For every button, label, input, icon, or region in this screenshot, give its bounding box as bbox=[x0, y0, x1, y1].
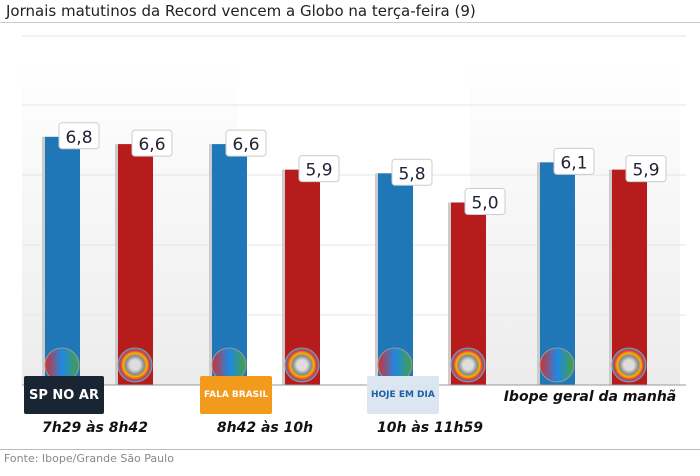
category-label: 8h42 às 10h bbox=[216, 420, 314, 436]
divider bbox=[0, 449, 700, 450]
source-note: Fonte: Ibope/Grande São Paulo bbox=[4, 452, 174, 465]
value-label: 6,6 bbox=[232, 135, 259, 155]
bar-shadow bbox=[115, 144, 118, 385]
bar-shadow bbox=[537, 162, 540, 385]
record-logo bbox=[539, 347, 575, 383]
value-label-box bbox=[225, 129, 267, 157]
category-label: 7h29 às 8h42 bbox=[42, 420, 148, 436]
globo-logo bbox=[117, 347, 153, 383]
bar bbox=[118, 144, 153, 385]
sp-no-ar-logo: SP NO AR bbox=[24, 376, 104, 414]
divider bbox=[0, 22, 700, 23]
value-label-box bbox=[58, 122, 100, 150]
globo-logo bbox=[611, 347, 647, 383]
value-label: 6,6 bbox=[138, 135, 165, 155]
value-label: 5,9 bbox=[305, 161, 332, 181]
category-label: 10h às 11h59 bbox=[377, 420, 483, 436]
bar-shadow bbox=[375, 173, 378, 385]
bar-shadow bbox=[282, 169, 285, 385]
value-label: 6,8 bbox=[65, 128, 92, 148]
globo-logo bbox=[450, 347, 486, 383]
value-label-box bbox=[553, 147, 595, 175]
value-label-box bbox=[464, 188, 506, 215]
globo-logo bbox=[284, 347, 320, 383]
hoje-em-dia-logo: HOJE EM DIA bbox=[367, 376, 439, 414]
value-label-box bbox=[625, 155, 667, 183]
fala-brasil-logo: FALA BRASIL bbox=[200, 376, 273, 414]
chart-title: Jornais matutinos da Record vencem a Glo… bbox=[6, 2, 476, 20]
category-label: Ibope geral da manhã bbox=[503, 389, 677, 405]
bar bbox=[212, 144, 247, 385]
value-label: 5,8 bbox=[398, 164, 425, 184]
bar-shadow bbox=[448, 202, 451, 385]
value-label: 6,1 bbox=[560, 153, 587, 173]
value-label-box bbox=[391, 158, 433, 186]
bar-shadow bbox=[609, 169, 612, 385]
value-label-box bbox=[131, 129, 173, 157]
bar-shadow bbox=[42, 136, 45, 385]
value-label: 5,0 bbox=[471, 194, 498, 214]
bar bbox=[45, 136, 80, 385]
value-label: 5,9 bbox=[632, 161, 659, 181]
bar-shadow bbox=[209, 144, 212, 385]
value-label-box bbox=[298, 155, 340, 183]
